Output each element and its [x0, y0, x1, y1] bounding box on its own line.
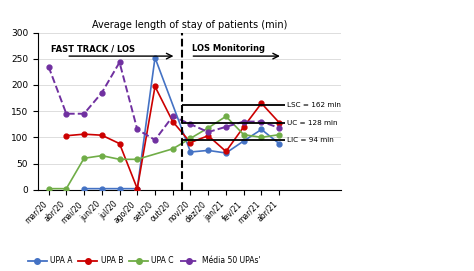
Text: LOS Monitoring: LOS Monitoring	[192, 44, 265, 53]
Text: LSC = 162 min: LSC = 162 min	[287, 102, 341, 108]
Text: UC = 128 min: UC = 128 min	[287, 120, 337, 126]
Text: LIC = 94 min: LIC = 94 min	[287, 137, 334, 143]
Text: FAST TRACK / LOS: FAST TRACK / LOS	[51, 44, 135, 53]
Legend: UPA A, UPA B, UPA C, Média 50 UPAs': UPA A, UPA B, UPA C, Média 50 UPAs'	[25, 253, 264, 268]
Title: Average length of stay of patients (min): Average length of stay of patients (min)	[92, 20, 287, 30]
